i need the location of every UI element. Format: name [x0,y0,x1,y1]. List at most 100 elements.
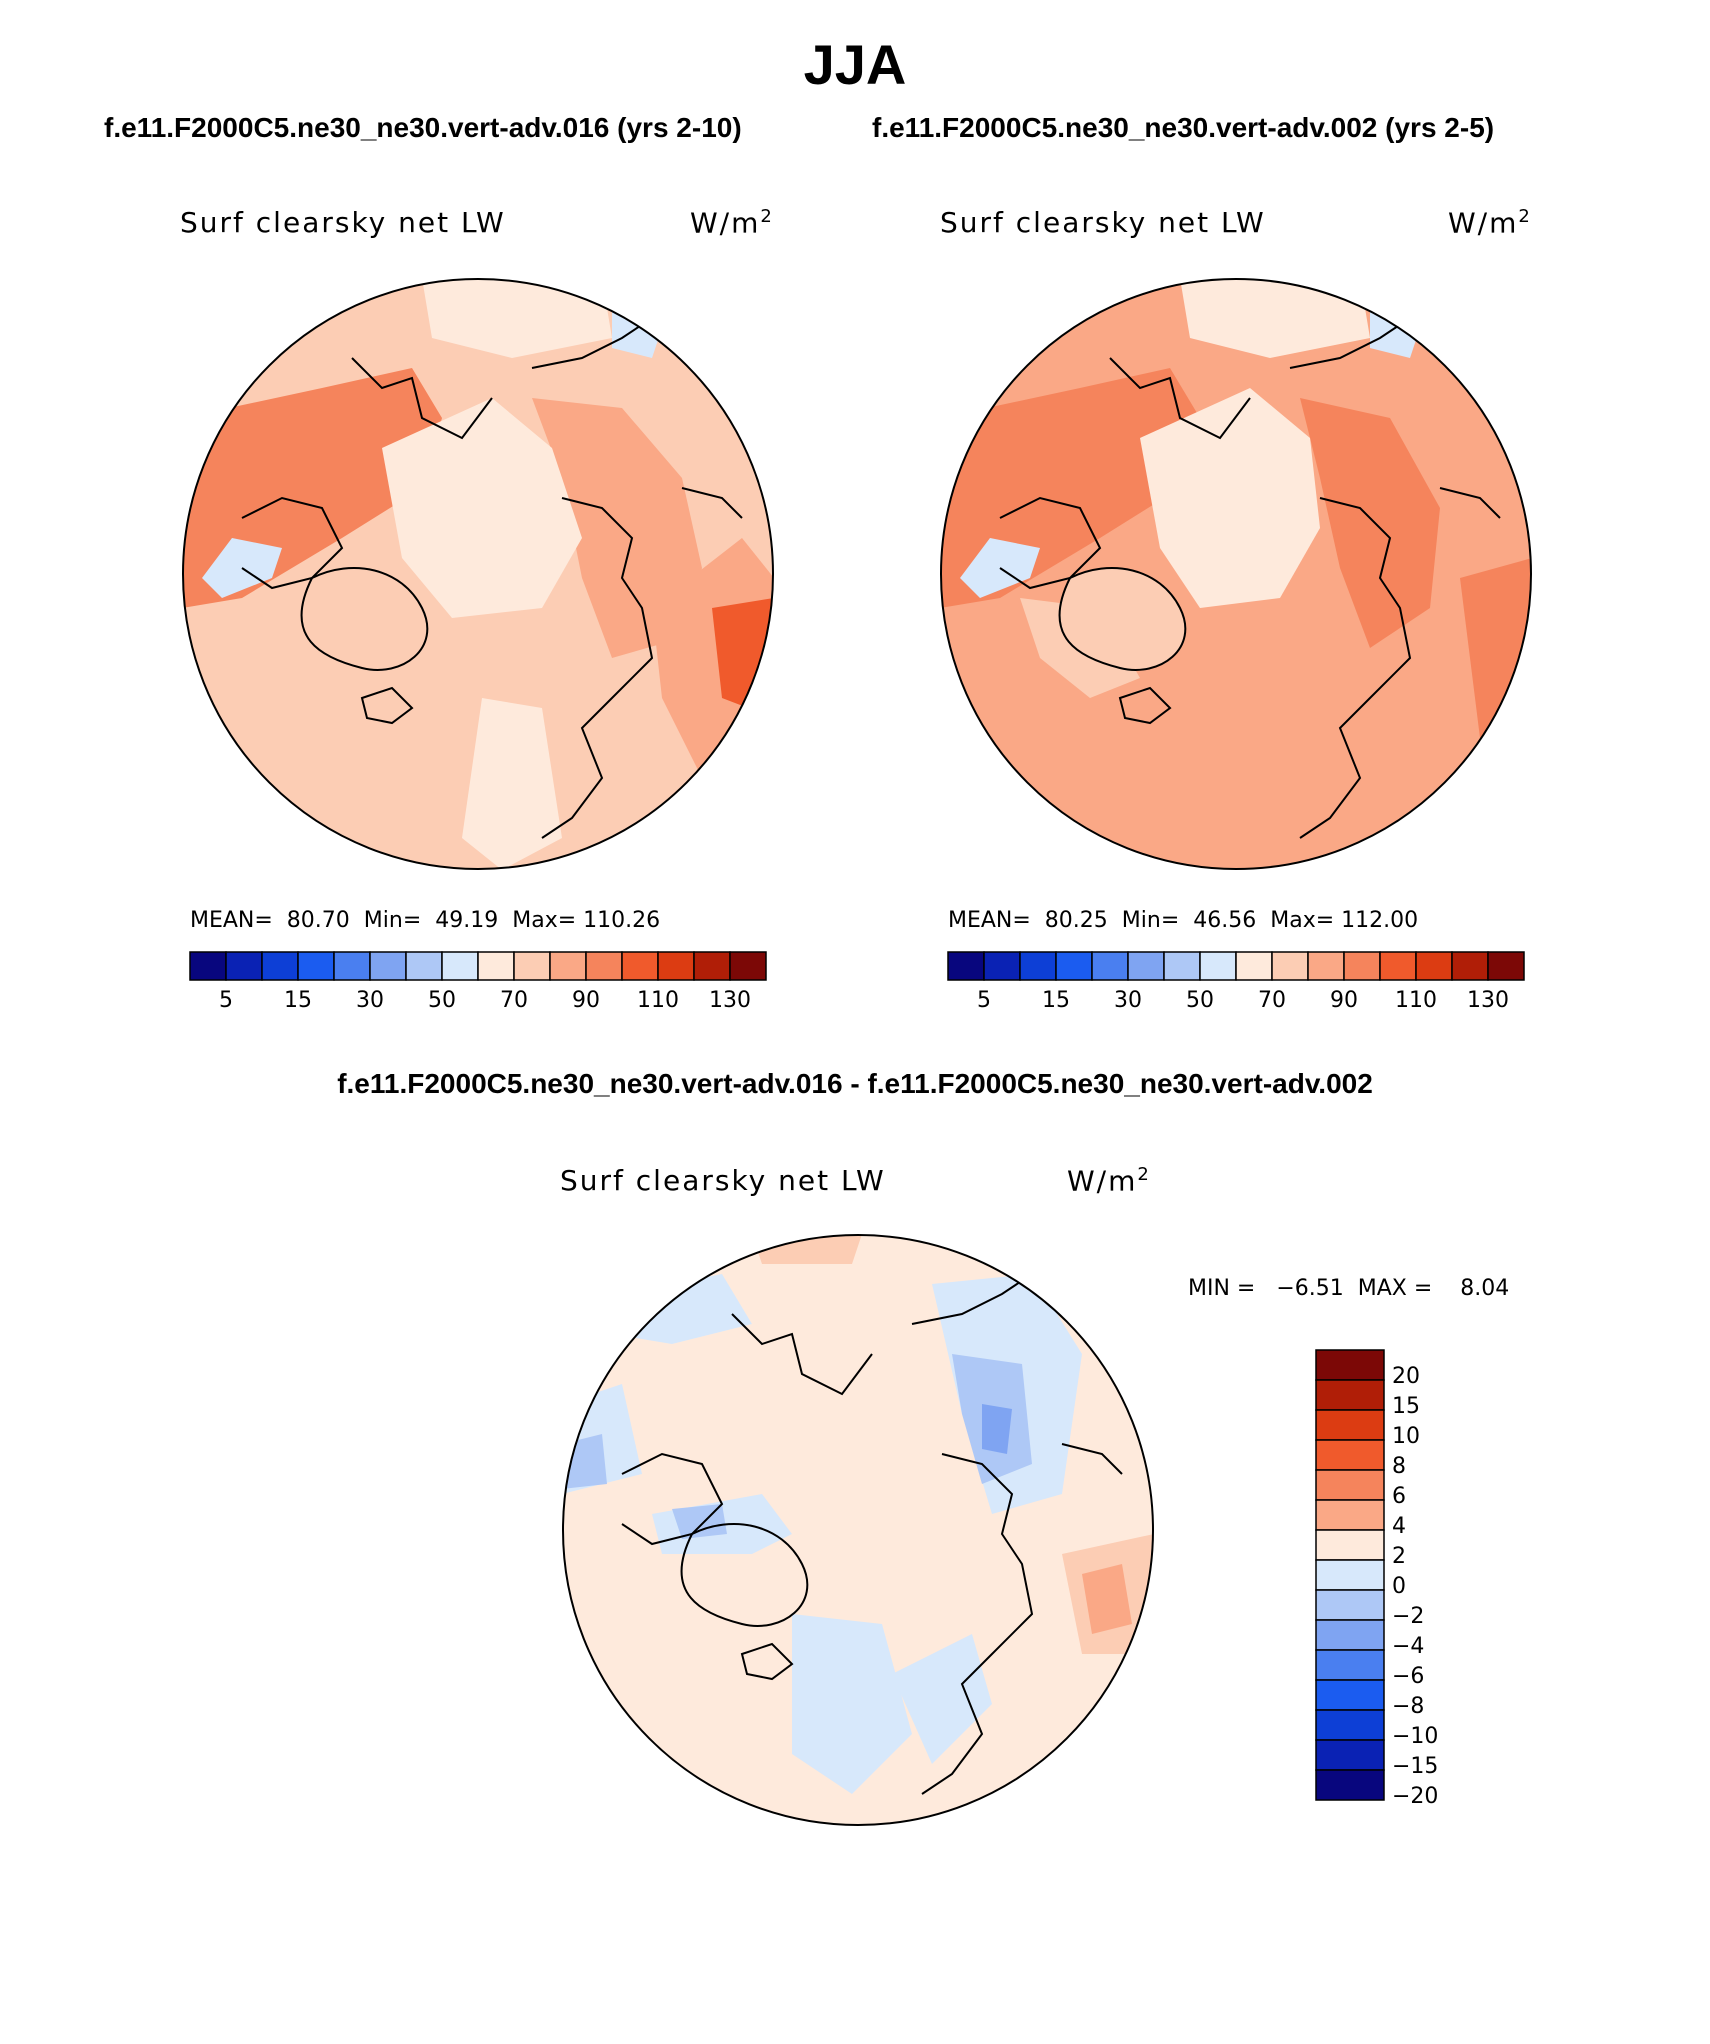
panel1-colorbar [189,951,767,981]
colorbar-swatch [1315,1769,1385,1801]
colorbar-tick-label: −20 [1392,1784,1439,1809]
colorbar-tick-label: 130 [1467,988,1509,1013]
colorbar-swatch [621,951,659,981]
colorbar-swatch [1315,1409,1385,1441]
colorbar-tick-label: 8 [1392,1454,1406,1479]
diff-colorbar-ticks: 20 15 10 8 6 4 2 0 −2 −4 −6 −8 −10 −15 −20 [1392,1350,1462,1809]
colorbar-swatch [1343,951,1381,981]
colorbar-swatch [657,951,695,981]
colorbar-tick-label: 30 [1114,988,1142,1013]
colorbar-swatch [1379,951,1417,981]
colorbar-swatch [1315,1619,1385,1651]
diff-colorbar [1315,1349,1385,1801]
colorbar-swatch [549,951,587,981]
colorbar-tick-label: −15 [1392,1754,1439,1779]
colorbar-tick-label: 90 [1330,988,1358,1013]
colorbar-swatch [1315,1469,1385,1501]
colorbar-tick-label: −10 [1392,1724,1439,1749]
colorbar-tick-label: 130 [709,988,751,1013]
panel2-max: Max= 112.00 [1270,908,1419,933]
colorbar-swatch [1315,1709,1385,1741]
colorbar-tick-label: 90 [572,988,600,1013]
colorbar-tick-label: 15 [1392,1394,1420,1419]
colorbar-tick-label: 0 [1392,1574,1406,1599]
case2-title: f.e11.F2000C5.ne30_ne30.vert-adv.002 (yr… [872,112,1495,143]
colorbar-swatch [297,951,335,981]
panel1-variable-label: Surf clearsky net LW [180,206,506,239]
colorbar-swatch [1315,1379,1385,1411]
colorbar-swatch [1315,1589,1385,1621]
colorbar-swatch [947,951,985,981]
colorbar-swatch [189,951,227,981]
colorbar-swatch [983,951,1021,981]
colorbar-swatch [441,951,479,981]
colorbar-swatch [1199,951,1237,981]
colorbar-tick-label: −8 [1392,1694,1425,1719]
colorbar-swatch [1019,951,1057,981]
panel1-colorbar-ticks: 5 15 30 50 70 90 110 130 [190,988,766,1018]
panel1-mean: MEAN= 80.70 [190,908,350,933]
colorbar-swatch [1127,951,1165,981]
colorbar-swatch [405,951,443,981]
panel2-min: Min= 46.56 [1121,908,1257,933]
colorbar-swatch [1315,1739,1385,1771]
colorbar-swatch [333,951,371,981]
colorbar-swatch [1315,1349,1385,1381]
panel2-mean: MEAN= 80.25 [948,908,1108,933]
colorbar-swatch [1315,1679,1385,1711]
figure-title: JJA [803,33,907,96]
colorbar-swatch [261,951,299,981]
panel2-polar-map [940,278,1532,870]
colorbar-swatch [1091,951,1129,981]
colorbar-tick-label: 70 [1258,988,1286,1013]
colorbar-swatch [1315,1649,1385,1681]
case1-title: f.e11.F2000C5.ne30_ne30.vert-adv.016 (yr… [104,112,742,143]
panel2-colorbar [947,951,1525,981]
colorbar-swatch [1487,951,1525,981]
colorbar-swatch [1315,1529,1385,1561]
colorbar-tick-label: 110 [1395,988,1437,1013]
colorbar-tick-label: 50 [428,988,456,1013]
colorbar-swatch [1315,1559,1385,1591]
colorbar-swatch [225,951,263,981]
colorbar-swatch [513,951,551,981]
colorbar-tick-label: −2 [1392,1604,1425,1629]
colorbar-tick-label: 10 [1392,1424,1420,1449]
colorbar-swatch [1315,1499,1385,1531]
colorbar-swatch [1055,951,1093,981]
diff-title: f.e11.F2000C5.ne30_ne30.vert-adv.016 - f… [337,1068,1373,1099]
colorbar-swatch [1163,951,1201,981]
colorbar-tick-label: 30 [356,988,384,1013]
colorbar-tick-label: 5 [977,988,991,1013]
colorbar-swatch [369,951,407,981]
colorbar-swatch [1235,951,1273,981]
colorbar-swatch [729,951,767,981]
panel1-units-label: W/m2 [690,206,774,240]
colorbar-tick-label: 6 [1392,1484,1406,1509]
colorbar-tick-label: 50 [1186,988,1214,1013]
colorbar-tick-label: 70 [500,988,528,1013]
colorbar-tick-label: 4 [1392,1514,1406,1539]
colorbar-tick-label: 5 [219,988,233,1013]
colorbar-swatch [1271,951,1309,981]
colorbar-tick-label: 15 [1042,988,1070,1013]
colorbar-swatch [477,951,515,981]
diff-min-max: MIN = −6.51 MAX = 8.04 [1188,1276,1510,1301]
colorbar-tick-label: −6 [1392,1664,1425,1689]
diff-units-label: W/m2 [1067,1164,1151,1198]
panel2-units-label: W/m2 [1448,206,1532,240]
panel2-colorbar-ticks: 5 15 30 50 70 90 110 130 [948,988,1524,1018]
diff-variable-label: Surf clearsky net LW [560,1164,886,1197]
panel2-stats: MEAN= 80.25 Min= 46.56 Max= 112.00 [948,908,1418,933]
colorbar-tick-label: 2 [1392,1544,1406,1569]
colorbar-tick-label: 15 [284,988,312,1013]
colorbar-swatch [1315,1439,1385,1471]
colorbar-swatch [1415,951,1453,981]
colorbar-tick-label: 110 [637,988,679,1013]
colorbar-swatch [1307,951,1345,981]
panel1-max: Max= 110.26 [512,908,661,933]
colorbar-swatch [1451,951,1489,981]
panel1-min: Min= 49.19 [363,908,499,933]
diff-polar-map [562,1234,1154,1826]
panel2-variable-label: Surf clearsky net LW [940,206,1266,239]
